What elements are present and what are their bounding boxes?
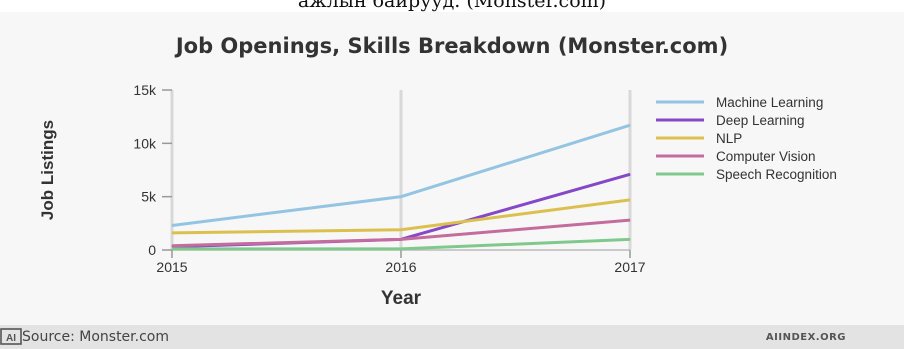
line-chart: 0 5k 10k 15k 2015 2016 2017 Machine Learning De… bbox=[38, 82, 837, 309]
svg-text:AI: AI bbox=[6, 333, 16, 344]
x-tick-label: 2015 bbox=[156, 259, 187, 275]
y-tick-label: 10k bbox=[133, 135, 157, 151]
data-point bbox=[400, 238, 402, 240]
data-point bbox=[629, 173, 631, 175]
x-axis-label: Year bbox=[381, 288, 422, 309]
axes: 0 5k 10k 15k 2015 2016 2017 bbox=[133, 82, 645, 275]
data-point bbox=[629, 238, 631, 240]
data-point bbox=[171, 245, 173, 247]
y-axis-label: Job Listings bbox=[38, 120, 57, 220]
legend-label: NLP bbox=[716, 131, 742, 146]
legend-label: Machine Learning bbox=[716, 95, 823, 110]
x-tick-label: 2017 bbox=[614, 259, 645, 275]
top-caption-text: ажлын байрууд. (Monster.com) bbox=[297, 0, 607, 12]
data-point bbox=[629, 199, 631, 201]
y-tick-label: 0 bbox=[148, 242, 156, 258]
data-point bbox=[400, 229, 402, 231]
data-point bbox=[629, 219, 631, 221]
legend: Machine Learning Deep Learning NLP Computer… bbox=[656, 95, 837, 182]
data-point bbox=[171, 248, 173, 250]
data-point bbox=[629, 124, 631, 126]
y-tick-label: 15k bbox=[133, 82, 157, 98]
data-point bbox=[400, 248, 402, 250]
series-lines bbox=[171, 123, 631, 251]
chart-title: Job Openings, Skills Breakdown (Monster.… bbox=[175, 34, 729, 58]
brand-text: AIINDEX.ORG bbox=[765, 332, 846, 343]
x-tick-label: 2016 bbox=[385, 259, 416, 275]
legend-label: Computer Vision bbox=[716, 149, 816, 164]
source-text: Source: Monster.com bbox=[22, 329, 169, 345]
data-point bbox=[171, 224, 173, 226]
aiindex-logo-icon: AI bbox=[0, 328, 22, 345]
data-point bbox=[171, 232, 173, 234]
legend-label: Deep Learning bbox=[716, 113, 805, 128]
data-point bbox=[400, 196, 402, 198]
legend-label: Speech Recognition bbox=[716, 167, 837, 182]
top-caption: ажлын байрууд. (Monster.com) bbox=[0, 0, 904, 12]
y-tick-label: 5k bbox=[141, 189, 157, 205]
chart-card: Job Openings, Skills Breakdown (Monster.… bbox=[0, 12, 904, 325]
footer-bar: Source: Monster.com AIINDEX.ORG AI bbox=[0, 325, 904, 349]
